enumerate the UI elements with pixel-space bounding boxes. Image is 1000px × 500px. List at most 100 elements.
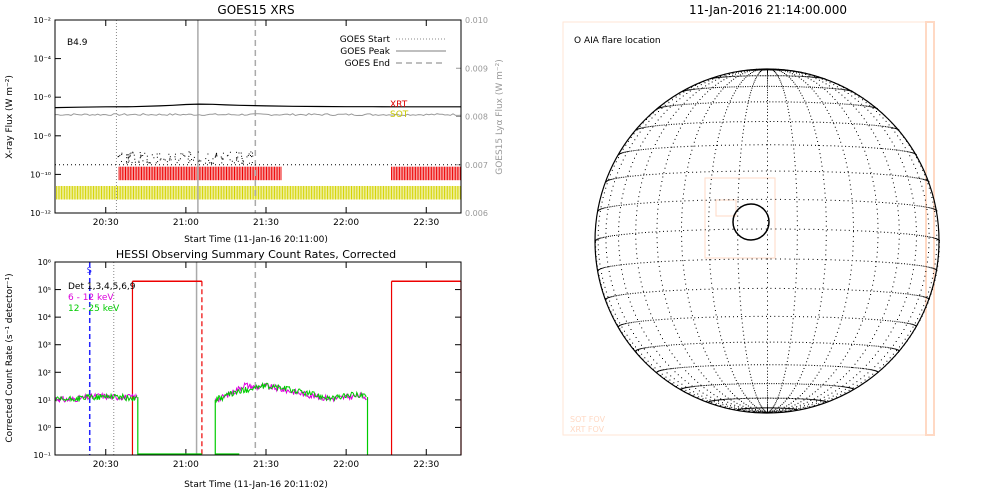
goes-ytick-right-label: 0.009 — [465, 64, 488, 73]
goes-short-channel-point — [215, 154, 217, 156]
goes-short-channel-point — [156, 153, 158, 155]
goes-short-channel-point — [144, 152, 146, 154]
goes-short-channel-point — [198, 159, 200, 161]
goes-short-channel-point — [166, 161, 168, 163]
hessi-12-25-series — [54, 392, 138, 403]
goes-short-channel-point — [214, 156, 216, 158]
hessi-ytick-label: 10⁵ — [38, 286, 51, 295]
goes-short-channel-point — [131, 162, 133, 164]
goes-short-channel-point — [235, 159, 237, 161]
goes-short-channel-point — [151, 154, 153, 156]
goes-short-channel-point — [212, 162, 214, 164]
goes-short-channel-point — [248, 162, 250, 164]
goes-short-channel-point — [140, 156, 142, 158]
sun-fov-label-xrt: XRT FOV — [570, 425, 605, 434]
goes-short-channel-point — [233, 162, 235, 164]
goes-short-channel-point — [179, 158, 181, 160]
goes-short-channel-point — [169, 156, 171, 158]
goes-short-channel-point — [180, 153, 182, 155]
goes-short-channel-point — [142, 155, 144, 157]
goes-legend-start-label: GOES Start — [340, 35, 391, 45]
hessi-xtick-label: 22:00 — [333, 460, 359, 470]
hessi-xtick-label: 21:00 — [173, 460, 199, 470]
goes-short-channel-point — [146, 155, 148, 157]
goes-xtick-label: 21:00 — [173, 218, 199, 228]
goes-short-channel-point — [246, 156, 248, 158]
goes-legend-peak-label: GOES Peak — [340, 47, 390, 57]
goes-short-channel-point — [148, 162, 150, 164]
sun-limb — [594, 68, 940, 414]
goes-legend: GOES Start GOES Peak GOES End — [340, 35, 446, 69]
goes-short-channel-point — [127, 161, 129, 163]
goes-short-channel-point — [242, 161, 244, 163]
goes-ytick-left-label: 10⁻² — [33, 16, 51, 25]
goes-short-channel-point — [229, 159, 231, 161]
goes-short-channel-point — [176, 162, 178, 164]
goes-short-channel-point — [138, 160, 140, 162]
goes-short-channel-point — [188, 151, 190, 153]
goes-short-channel-point — [247, 155, 249, 157]
goes-short-channel-point — [126, 157, 128, 159]
hessi-ytick-label: 10³ — [38, 341, 51, 350]
goes-short-channel-point — [120, 160, 122, 162]
hessi-xtick-label: 22:30 — [413, 460, 439, 470]
goes-short-channel-point — [208, 162, 210, 164]
goes-short-channel-point — [126, 162, 128, 164]
hessi-legend-high: 12 - 25 keV — [68, 304, 120, 314]
goes-short-channel-point — [149, 162, 151, 164]
goes-short-channel-point — [159, 153, 161, 155]
sun-grid-dots — [595, 68, 940, 414]
goes-short-channel-point — [129, 153, 131, 155]
goes-short-channel-point — [227, 154, 229, 156]
goes-short-channel-point — [119, 154, 121, 156]
goes-short-channel-point — [174, 156, 176, 158]
sun-sot-fov-box — [715, 199, 737, 217]
goes-ytick-left-label: 10⁻¹⁰ — [30, 170, 51, 179]
goes-short-channel-point — [192, 159, 194, 161]
goes-short-channel-point — [211, 162, 213, 164]
hessi-12-25-series — [215, 381, 367, 403]
goes-short-channel-point — [216, 152, 218, 154]
goes-short-channel-point — [222, 152, 224, 154]
hessi-ytick-label: 10⁶ — [38, 258, 51, 267]
goes-short-channel-point — [164, 159, 166, 161]
goes-ytick-left-label: 10⁻⁶ — [33, 93, 51, 102]
goes-short-channel-point — [142, 160, 144, 162]
goes-short-channel-point — [168, 159, 170, 161]
goes-short-channel-point — [178, 159, 180, 161]
goes-short-channel-point — [208, 159, 210, 161]
goes-short-channel-point — [205, 158, 207, 160]
goes-short-channel-point — [140, 154, 142, 156]
sun-xrt-fov-box — [704, 177, 776, 259]
goes-short-channel-point — [221, 158, 223, 160]
goes-short-channel-point — [174, 158, 176, 160]
goes-xtick-label: 21:30 — [253, 218, 279, 228]
goes-short-channel-point — [242, 160, 244, 162]
hessi-6-12-series — [214, 382, 367, 403]
goes-short-channel-point — [231, 160, 233, 162]
goes-short-channel-point — [126, 154, 128, 156]
goes-short-channel-point — [200, 160, 202, 162]
goes-short-channel-point — [238, 152, 240, 154]
hessi-marks: 10⁻¹ 10⁰ 10¹ 10² 10³ 10⁴ 10⁵ 10⁶ 20:30 21:00 21:30… — [33, 258, 462, 470]
goes-annotation: B4.9 — [67, 38, 88, 48]
goes-short-channel-point — [153, 157, 155, 159]
goes-short-channel-point — [132, 151, 134, 153]
goes-short-channel-point — [140, 155, 142, 157]
goes-short-channel-point — [139, 157, 141, 159]
goes-short-channel-point — [236, 151, 238, 153]
goes-short-channel-point — [189, 152, 191, 154]
goes-legend-end-label: GOES End — [345, 59, 390, 69]
sun-legend: O AIA flare location — [574, 36, 661, 46]
goes-short-channel-point — [216, 153, 218, 155]
goes-short-channel-point — [163, 158, 165, 160]
goes-short-channel-point — [156, 156, 158, 158]
goes-short-channel-point — [118, 155, 120, 157]
goes-short-channel-point — [251, 152, 253, 154]
goes-short-channel-point — [241, 162, 243, 164]
hessi-s-marker-label: S — [87, 266, 92, 275]
hessi-ytick-label: 10¹ — [38, 396, 51, 405]
hessi-xtick-label: 21:30 — [253, 460, 279, 470]
hessi-legend-det: Det 1,3,4,5,6,9 — [68, 282, 136, 292]
